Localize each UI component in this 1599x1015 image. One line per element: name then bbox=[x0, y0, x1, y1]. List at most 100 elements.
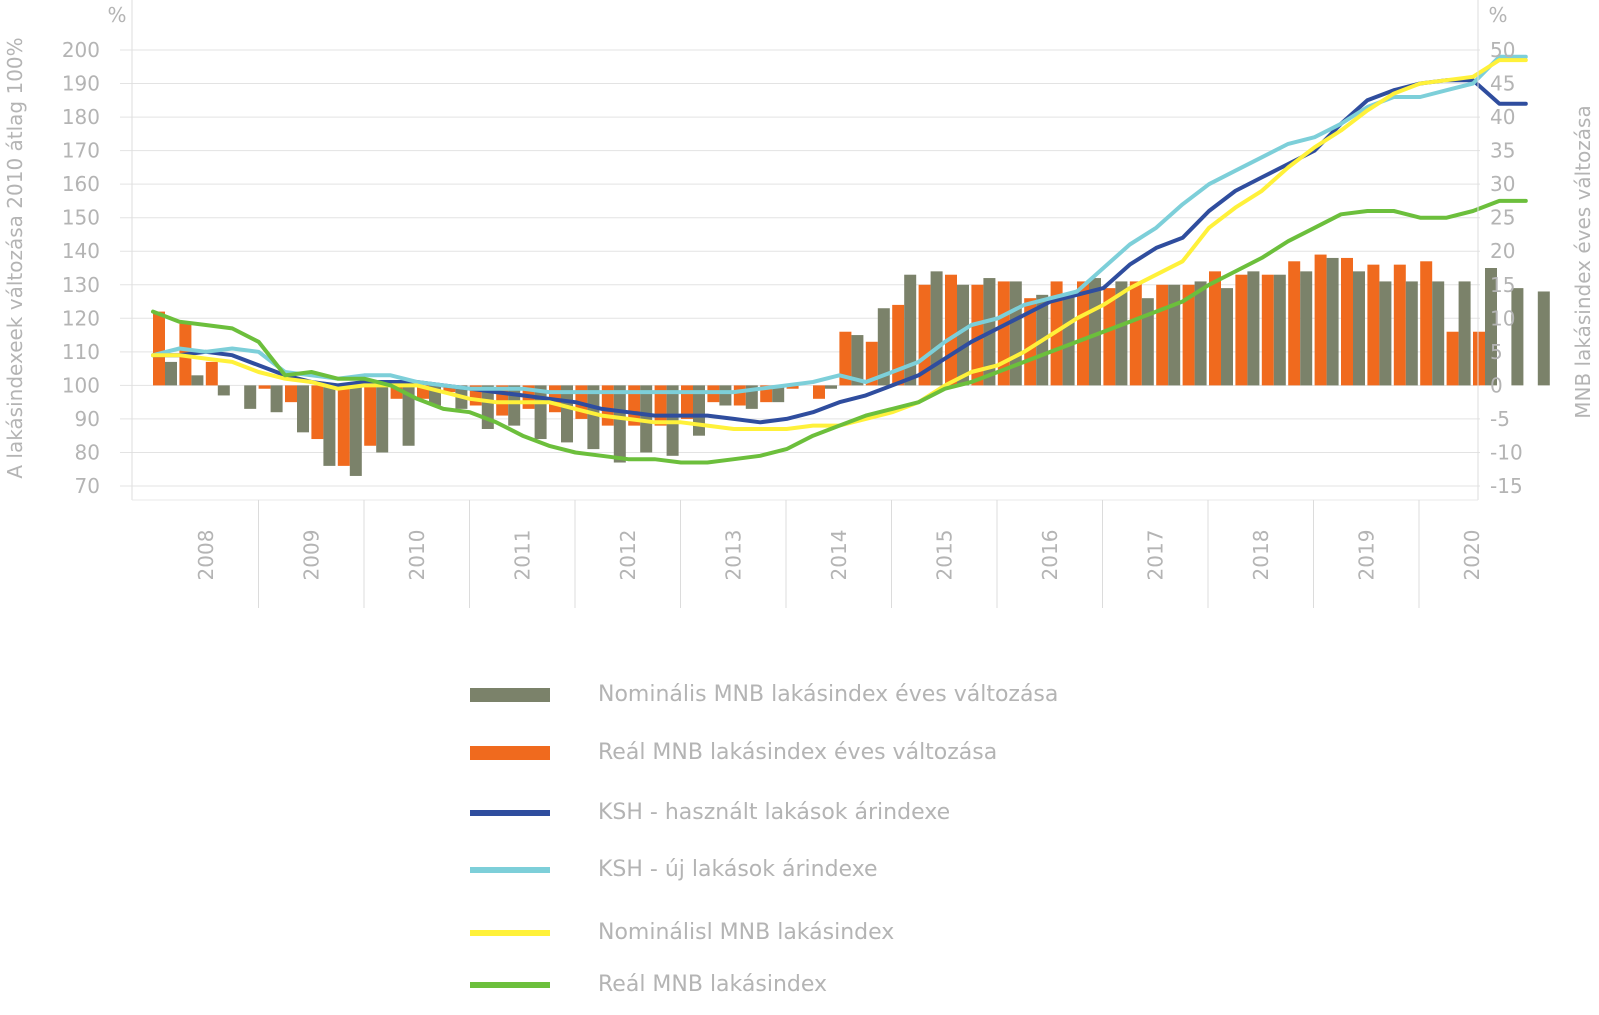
left-tick-label: 140 bbox=[62, 239, 100, 263]
bar bbox=[165, 361, 177, 386]
bar bbox=[217, 385, 230, 396]
bar bbox=[1458, 281, 1471, 386]
bar bbox=[1247, 271, 1260, 386]
bar bbox=[786, 385, 799, 389]
left-tick-label: 120 bbox=[62, 306, 100, 330]
bar bbox=[930, 271, 943, 386]
bar bbox=[1194, 281, 1207, 386]
bar bbox=[402, 385, 415, 446]
bar bbox=[772, 385, 785, 403]
right-tick-label: 20 bbox=[1490, 239, 1515, 263]
left-tick-label: 130 bbox=[62, 273, 100, 297]
bar bbox=[971, 284, 984, 386]
right-tick-label: 30 bbox=[1490, 172, 1515, 196]
left-tick-label: 110 bbox=[62, 340, 100, 364]
bar bbox=[1115, 281, 1128, 386]
bar bbox=[1537, 291, 1550, 386]
axes: 2001901801701601501401301201101009080705… bbox=[62, 0, 1523, 608]
bar bbox=[904, 274, 917, 386]
x-tick-label: 2016 bbox=[1038, 530, 1062, 581]
legend-item-nominal-bar: Nominális MNB lakásindex éves változása bbox=[470, 680, 1170, 710]
legend-swatch bbox=[470, 982, 550, 988]
bar bbox=[1168, 284, 1181, 386]
bar bbox=[1432, 281, 1445, 386]
bar bbox=[508, 385, 521, 426]
right-tick-label: -15 bbox=[1490, 474, 1523, 498]
legend-label: Reál MNB lakásindex éves változása bbox=[598, 740, 998, 765]
legend-swatch bbox=[470, 930, 550, 936]
x-tick-label: 2008 bbox=[194, 530, 218, 581]
x-tick-label: 2012 bbox=[616, 530, 640, 581]
bar bbox=[1326, 257, 1339, 386]
left-tick-label: 170 bbox=[62, 139, 100, 163]
left-tick-label: 190 bbox=[62, 72, 100, 96]
bar bbox=[719, 385, 732, 406]
right-axis-title: MNB lakásindex éves változása bbox=[1571, 105, 1595, 418]
x-tick-label: 2020 bbox=[1460, 530, 1484, 581]
bar bbox=[1129, 281, 1142, 386]
bar bbox=[1103, 288, 1116, 386]
bar bbox=[1261, 274, 1274, 386]
series-line bbox=[151, 54, 1528, 395]
left-tick-label: 90 bbox=[75, 407, 100, 431]
bar bbox=[587, 385, 600, 450]
bar bbox=[1341, 257, 1353, 386]
legend-swatch bbox=[470, 746, 550, 760]
series-line bbox=[151, 198, 1528, 465]
x-tick-label: 2018 bbox=[1249, 530, 1273, 581]
right-tick-label: 40 bbox=[1490, 105, 1515, 129]
legend-item-nominal-line: Nominálisl MNB lakásindex bbox=[470, 918, 1170, 948]
left-tick-label: 180 bbox=[62, 105, 100, 129]
legend-swatch bbox=[470, 688, 550, 702]
right-tick-label: 25 bbox=[1490, 206, 1515, 230]
bar bbox=[628, 385, 641, 426]
bar bbox=[244, 385, 257, 409]
bar bbox=[945, 274, 957, 386]
bar bbox=[957, 284, 969, 386]
right-tick-label: 5 bbox=[1490, 340, 1503, 364]
bar bbox=[813, 385, 825, 399]
legend-label: Reál MNB lakásindex bbox=[598, 972, 828, 997]
right-unit-label: % bbox=[1488, 3, 1507, 27]
bar bbox=[1141, 298, 1154, 386]
bar bbox=[1288, 261, 1301, 386]
lines bbox=[151, 54, 1528, 465]
right-tick-label: -5 bbox=[1490, 407, 1510, 431]
bar bbox=[839, 331, 852, 386]
bar bbox=[865, 341, 878, 386]
bar bbox=[892, 304, 905, 386]
bar bbox=[376, 385, 389, 453]
bar bbox=[733, 385, 746, 406]
bar bbox=[1235, 274, 1248, 386]
bar bbox=[153, 311, 165, 386]
bar bbox=[1511, 288, 1524, 386]
bar bbox=[1300, 271, 1313, 386]
bar bbox=[1314, 254, 1327, 386]
right-tick-label: 15 bbox=[1490, 273, 1515, 297]
bar bbox=[1393, 264, 1406, 386]
x-tick-label: 2019 bbox=[1354, 530, 1378, 581]
legend-label: KSH - új lakások árindexe bbox=[598, 857, 878, 882]
x-tick-label: 2015 bbox=[932, 530, 956, 581]
bar bbox=[337, 385, 350, 466]
bar bbox=[1156, 284, 1169, 386]
bar bbox=[1473, 331, 1485, 386]
x-tick-label: 2009 bbox=[299, 530, 323, 581]
bar bbox=[258, 385, 271, 389]
bar bbox=[285, 385, 297, 403]
left-unit-label: % bbox=[107, 3, 126, 27]
legend-item-ksh-new: KSH - új lakások árindexe bbox=[470, 855, 1170, 885]
bar bbox=[1089, 278, 1101, 386]
bar bbox=[270, 385, 283, 413]
left-tick-label: 100 bbox=[62, 373, 100, 397]
bar bbox=[1009, 281, 1022, 386]
bar bbox=[297, 385, 309, 433]
x-tick-label: 2017 bbox=[1143, 530, 1167, 581]
right-tick-label: 10 bbox=[1490, 306, 1515, 330]
bar bbox=[1273, 274, 1286, 386]
legend-item-ksh-used: KSH - használt lakások árindexe bbox=[470, 798, 1170, 828]
x-tick-label: 2013 bbox=[721, 530, 745, 581]
bar bbox=[443, 385, 456, 393]
right-tick-label: 45 bbox=[1490, 72, 1515, 96]
right-tick-label: 50 bbox=[1490, 38, 1515, 62]
